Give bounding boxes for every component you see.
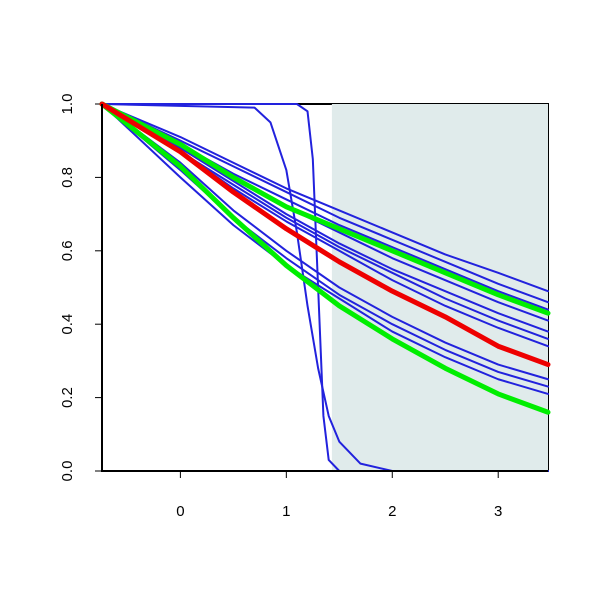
series-line [101, 103, 549, 381]
y-tick-label: 0.4 [59, 314, 76, 335]
series-line [99, 101, 551, 415]
series-line [99, 101, 551, 368]
series-line [101, 103, 549, 304]
series-line [101, 103, 549, 293]
y-tick-label: 1.0 [59, 94, 76, 115]
series-line [101, 103, 549, 472]
y-tick-label: 0.6 [59, 240, 76, 261]
series-line [101, 103, 549, 333]
series-line [101, 103, 549, 395]
shaded-region [331, 104, 548, 471]
y-tick-label: 0.2 [59, 387, 76, 408]
y-tick-label: 0.0 [59, 461, 76, 482]
y-tick-label: 0.8 [59, 167, 76, 188]
x-tick-label: 1 [282, 503, 290, 520]
x-tick-label: 3 [494, 503, 502, 520]
x-tick-label: 0 [176, 503, 184, 520]
x-tick-label: 2 [388, 503, 396, 520]
series-line [99, 101, 551, 316]
